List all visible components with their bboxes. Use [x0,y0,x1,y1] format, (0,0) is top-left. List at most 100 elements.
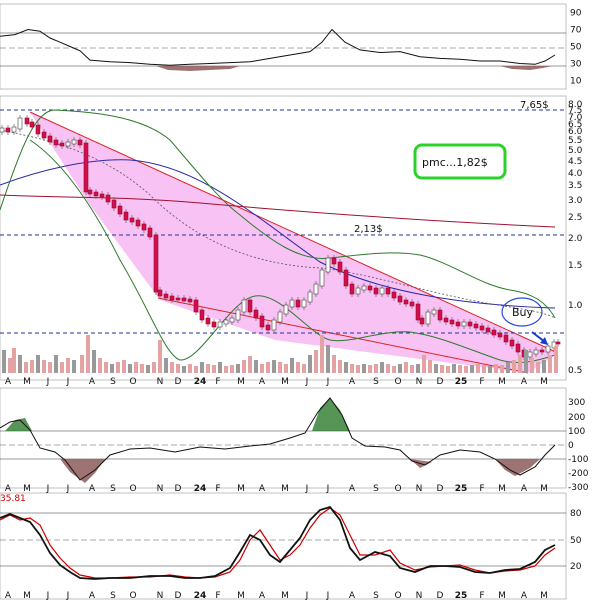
volume-bar [30,360,34,373]
volume-bar [344,362,348,373]
volume-bar [86,335,90,373]
x-tick-label: 24 [194,377,207,387]
price-tick-label: 4.5 [568,157,582,167]
x-tick-label: M [540,377,548,387]
candle-body [313,283,319,295]
x-tick-label: D [175,591,182,601]
x-tick-label: A [521,591,528,601]
volume-bar [224,366,228,373]
stoch-tick-label: 80 [570,509,582,519]
buy-ellipse [501,297,543,327]
volume-bar [314,350,318,373]
candle-body [325,257,331,273]
volume-bar [470,365,474,373]
candle-body [17,117,23,130]
volume-bar [60,362,64,373]
x-tick-label: A [259,484,266,494]
x-tick-label: J [46,484,50,494]
candle-body [509,339,515,347]
candle-body [391,291,397,299]
candle-body [59,142,65,147]
candle-body [419,317,425,325]
x-tick-label: A [521,377,528,387]
x-tick-label: S [373,377,379,387]
cci-tick-label: -300 [568,483,589,493]
candle-body [77,139,83,146]
price-ticks: 8.07.57.06.56.05.55.04.5 4.0 3.5 3.0 2.5 2.0 1… [568,100,583,376]
volume-bar [72,360,76,373]
candle-body [415,303,421,321]
volume-bar [536,362,540,373]
x-tick-label: F [479,591,484,601]
candle-body [141,223,147,231]
volume-bar [182,366,186,373]
candle-body [157,289,163,297]
candle-body [223,319,229,325]
rsi-tick-label: 50 [570,43,582,53]
price-tick-label: 2.5 [568,213,582,223]
volume-bar [452,364,456,373]
volume-bar [242,360,246,373]
stochastic-panel: 35.81 80 50 20 [0,492,582,600]
volume-bar [206,364,210,373]
volume-bar [122,360,126,373]
ma-blue [0,159,556,309]
x-tick-label: A [5,591,12,601]
volume-bar [18,355,22,373]
price-tick-label: 1.5 [568,261,582,271]
cci-tick-label: -100 [568,455,589,465]
volume-bar [464,366,468,373]
candle-body [515,343,521,353]
volume-bar [218,362,222,373]
candle-body [123,211,129,221]
candle-body [117,205,123,215]
price-panel: 7,65$ 2,13$ pmc...1,82$ Buy 8.07.57.06.5… [0,95,583,381]
volume-bar [66,358,70,373]
stoch-main-line [0,505,556,580]
volume-bar [524,350,528,373]
volume-bar [332,355,336,373]
candle-body [337,261,343,273]
candle-body [229,317,235,323]
x-tick-label: N [416,377,423,387]
candle-body [349,283,355,295]
candle-body [533,349,539,355]
candle-body [385,287,391,295]
volume-bar [170,362,174,373]
price-tick-label: 1.0 [568,301,583,311]
candle-body [491,329,497,336]
volume-bar [152,362,156,373]
volume-bar [326,345,330,373]
volume-bar [500,365,504,373]
x-tick-label: A [349,591,356,601]
volume-bar [308,355,312,373]
volume-bar [236,364,240,373]
x-tick-label: M [498,591,506,601]
volume-bar [506,362,510,373]
x-tick-label: 24 [194,484,207,494]
volume-bar [548,355,552,373]
volume-bar [416,364,420,373]
price-tick-label: 5.0 [568,146,583,156]
x-tick-label: 25 [455,484,468,494]
candle-body [199,309,205,321]
stoch-signal-line [0,507,556,579]
candle-body [307,291,313,303]
ma-red [0,194,556,228]
volume-bars [2,335,558,373]
x-tick-label: M [237,377,245,387]
price-tick-label: 3.5 [568,181,582,191]
candle-body [241,299,247,313]
candle-body [217,321,223,328]
x-tick-label: 25 [455,377,468,387]
volume-bar [140,364,144,373]
x-tick-label: J [305,591,309,601]
buy-arrow-icon [531,331,548,345]
candle-body [211,321,217,328]
cci-fill-red-3 [495,459,540,476]
volume-bar [36,355,40,373]
volume-bar [320,335,324,373]
x-tick-label: D [437,484,444,494]
x-tick-label: J [326,484,330,494]
